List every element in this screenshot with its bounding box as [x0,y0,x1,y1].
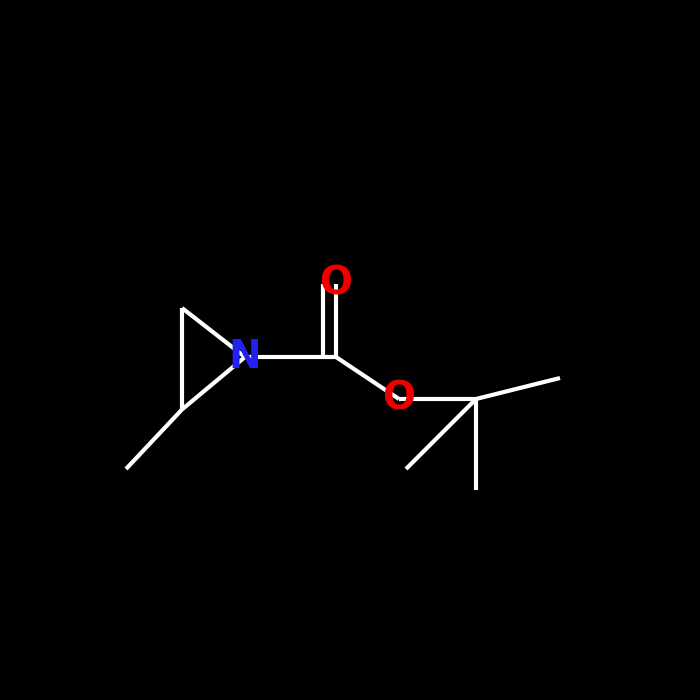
Text: O: O [382,380,416,418]
Text: O: O [319,265,353,302]
Text: N: N [229,338,261,376]
